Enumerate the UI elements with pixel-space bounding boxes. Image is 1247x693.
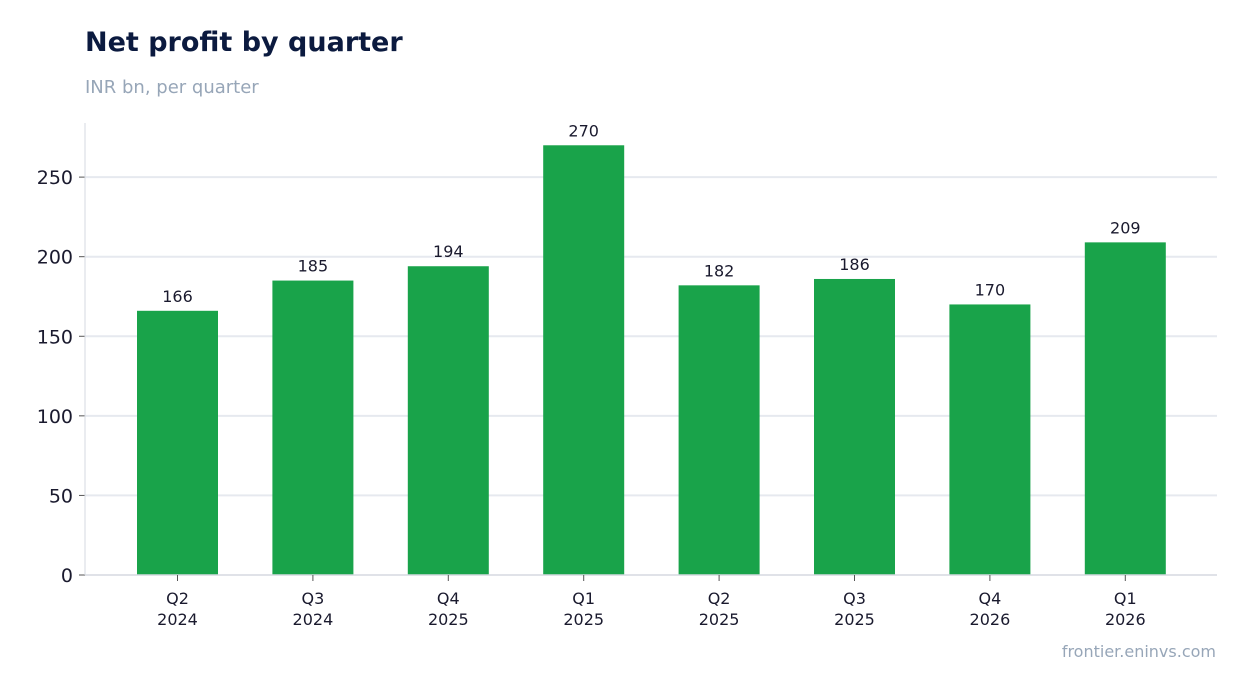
bar [814,278,895,575]
y-tick-label: 100 [37,406,73,428]
bars [137,145,1166,576]
bar [1084,242,1166,575]
labels: 0 50 100 150 200 250 166 Q2 2024 185 Q3 2024 194 Q4 20… [37,121,1146,629]
bar [543,145,625,576]
chart-subtitle: INR bn, per quarter [85,77,259,98]
axes [79,123,1217,581]
x-tick-label-quarter: Q4 [979,589,1002,608]
x-tick-label-quarter: Q1 [1114,589,1137,608]
data-label: 185 [298,257,329,276]
data-label: 194 [433,242,464,261]
y-tick-label: 50 [49,485,73,507]
x-tick-label-year: 2025 [563,610,604,629]
x-tick-label-year: 2025 [699,610,740,629]
data-label: 186 [839,255,870,274]
bar [137,310,218,575]
source-credit: frontier.eninvs.com [1061,642,1216,661]
x-tick-label-quarter: Q2 [166,589,189,608]
x-tick-label-year: 2026 [1105,610,1146,629]
x-tick-label-quarter: Q2 [708,589,731,608]
data-label: 209 [1110,218,1141,237]
x-tick-label-year: 2024 [293,610,334,629]
bar [949,304,1031,575]
y-tick-label: 150 [37,326,73,348]
y-tick-label: 0 [61,565,73,587]
y-tick-label: 250 [37,167,73,189]
chart-title: Net profit by quarter [85,27,403,58]
data-label: 182 [704,261,735,280]
bar [407,266,489,575]
x-tick-label-year: 2024 [157,610,198,629]
gridlines [85,176,1217,497]
x-tick-label-year: 2025 [428,610,469,629]
data-label: 170 [975,280,1006,299]
x-tick-label-quarter: Q4 [437,589,460,608]
bar [272,280,354,575]
data-label: 270 [568,121,599,140]
data-label: 166 [162,287,193,306]
bar [678,285,760,575]
x-tick-label-quarter: Q1 [572,589,595,608]
x-tick-label-year: 2026 [970,610,1011,629]
x-tick-label-quarter: Q3 [302,589,325,608]
x-tick-label-quarter: Q3 [843,589,866,608]
x-tick-label-year: 2025 [834,610,875,629]
y-tick-label: 200 [37,247,73,269]
